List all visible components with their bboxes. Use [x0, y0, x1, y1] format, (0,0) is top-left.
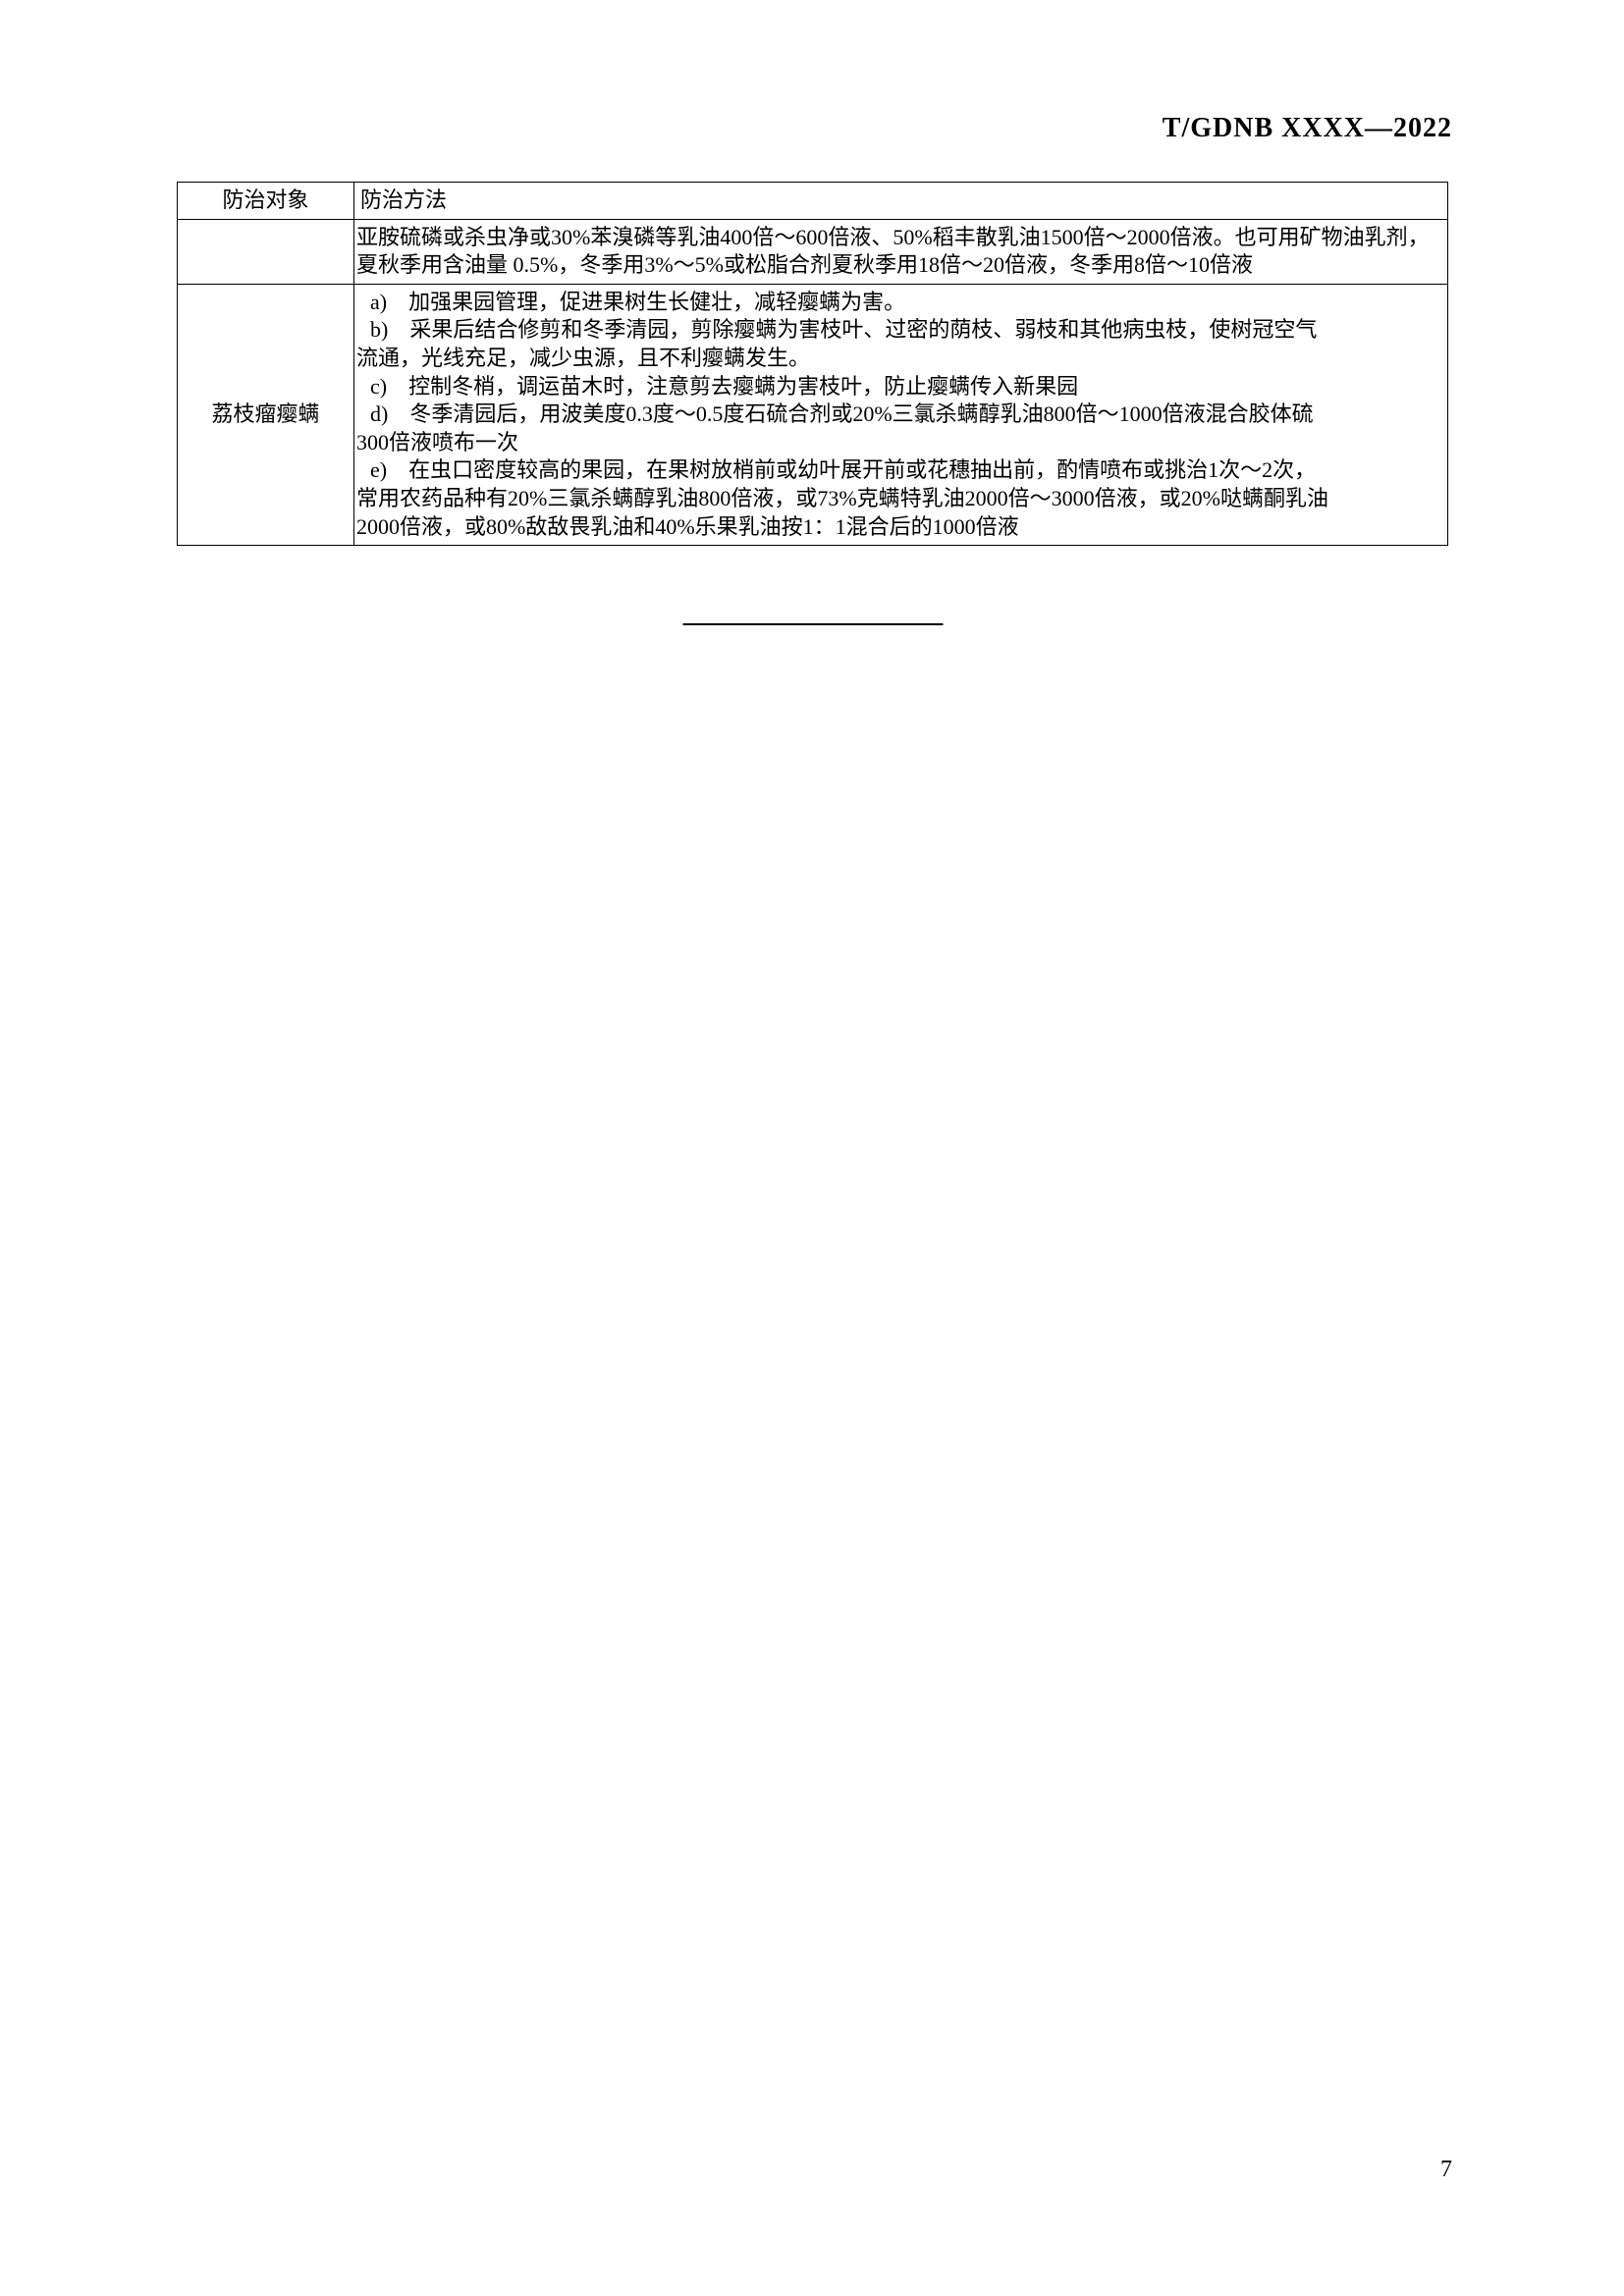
list-item-a: a) 加强果园管理，促进果树生长健壮，减轻瘿螨为害。 [370, 289, 1445, 317]
document-code: T/GDNB XXXX—2022 [1163, 113, 1452, 143]
header-target: 防治对象 [178, 183, 354, 220]
list-item-b-cont: 流通，光线充足，减少虫源，且不利瘿螨发生。 [356, 345, 1445, 373]
pest-control-table: 防治对象 防治方法 亚胺硫磷或杀虫净或30%苯溴磷等乳油400倍～600倍液、5… [177, 182, 1448, 546]
list-item-d: d) 冬季清园后，用波美度0.3度～0.5度石硫合剂或20%三氯杀螨醇乳油800… [370, 400, 1445, 429]
list-item-e-cont1: 常用农药品种有20%三氯杀螨醇乳油800倍液，或73%克螨特乳油2000倍～30… [356, 485, 1445, 513]
method-text-1: 亚胺硫磷或杀虫净或30%苯溴磷等乳油400倍～600倍液、50%稻丰散乳油150… [356, 224, 1445, 280]
table-header-row: 防治对象 防治方法 [178, 183, 1448, 220]
cell-target-1 [178, 219, 354, 284]
end-divider [682, 623, 943, 625]
cell-target-2: 荔枝瘤瘿螨 [178, 284, 354, 545]
list-item-e-cont2: 2000倍液，或80%敌敌畏乳油和40%乐果乳油按1：1混合后的1000倍液 [356, 513, 1445, 542]
header-method: 防治方法 [354, 183, 1448, 220]
cell-method-1: 亚胺硫磷或杀虫净或30%苯溴磷等乳油400倍～600倍液、50%稻丰散乳油150… [354, 219, 1448, 284]
cell-method-2: a) 加强果园管理，促进果树生长健壮，减轻瘿螨为害。 b) 采果后结合修剪和冬季… [354, 284, 1448, 545]
document-header: T/GDNB XXXX—2022 [1163, 113, 1452, 144]
list-item-d-cont: 300倍液喷布一次 [356, 429, 1445, 457]
table-row: 荔枝瘤瘿螨 a) 加强果园管理，促进果树生长健壮，减轻瘿螨为害。 b) 采果后结… [178, 284, 1448, 545]
list-item-e: e) 在虫口密度较高的果园，在果树放梢前或幼叶展开前或花穗抽出前，酌情喷布或挑治… [370, 456, 1445, 485]
main-table-container: 防治对象 防治方法 亚胺硫磷或杀虫净或30%苯溴磷等乳油400倍～600倍液、5… [177, 182, 1448, 546]
table-row: 亚胺硫磷或杀虫净或30%苯溴磷等乳油400倍～600倍液、50%稻丰散乳油150… [178, 219, 1448, 284]
list-item-b: b) 采果后结合修剪和冬季清园，剪除瘿螨为害枝叶、过密的荫枝、弱枝和其他病虫枝，… [370, 316, 1445, 345]
list-item-c: c) 控制冬梢，调运苗木时，注意剪去瘿螨为害枝叶，防止瘿螨传入新果园 [370, 373, 1445, 401]
page-number: 7 [1440, 2157, 1452, 2183]
